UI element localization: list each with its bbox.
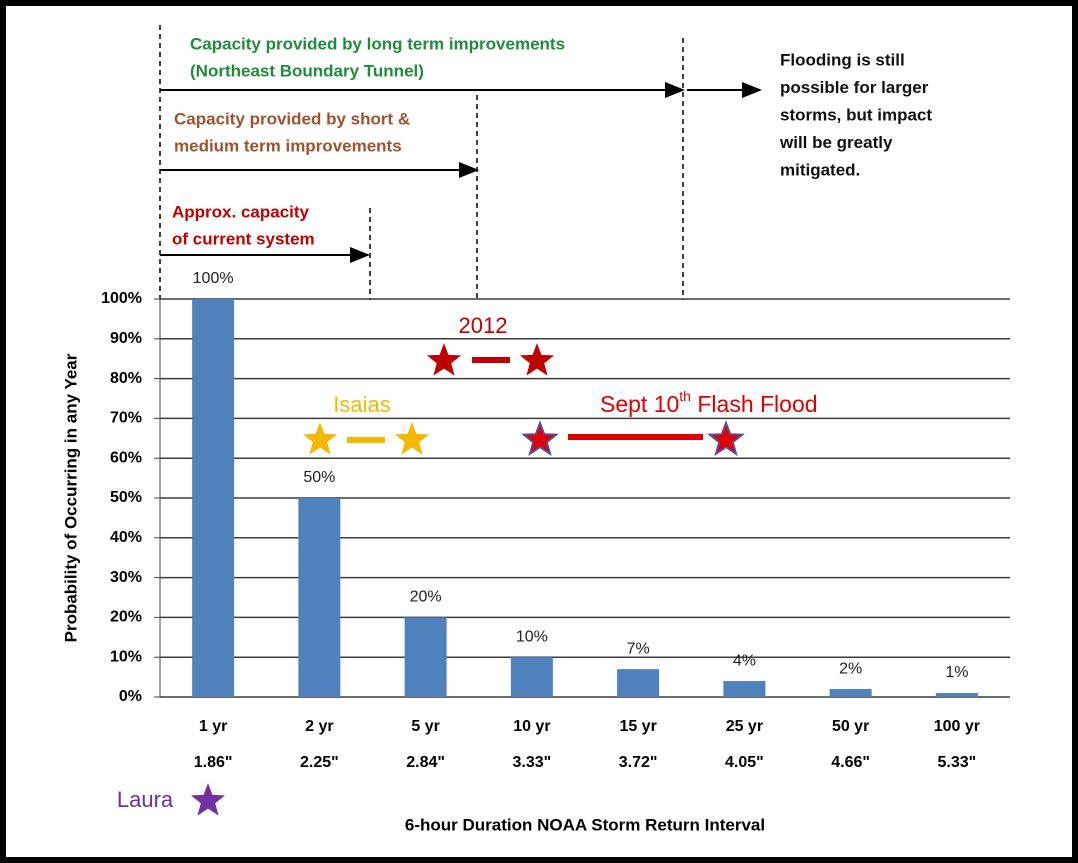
storm-label: Sept 10th Flash Flood <box>600 388 818 417</box>
x-axis-label: 6-hour Duration NOAA Storm Return Interv… <box>405 815 765 834</box>
y-tick-label: 30% <box>110 569 142 586</box>
star <box>394 422 430 455</box>
x-tick-sublabel: 4.05" <box>725 754 764 771</box>
value-label: 1% <box>945 664 968 681</box>
x-tick-label: 25 yr <box>726 718 763 735</box>
y-tick-label: 40% <box>110 529 142 546</box>
star <box>707 420 745 457</box>
star <box>302 422 338 455</box>
storm-label-part: Flash Flood <box>691 391 818 417</box>
capacity-note: Approx. capacity <box>172 202 310 221</box>
y-tick-label: 60% <box>110 449 142 466</box>
flood-note: storms, but impact <box>780 105 932 124</box>
y-tick-label: 10% <box>110 648 142 665</box>
x-tick-label: 10 yr <box>513 718 550 735</box>
capacity-note: (Northeast Boundary Tunnel) <box>190 61 424 80</box>
capacity-note: of current system <box>172 229 315 248</box>
x-tick-sublabel: 3.72" <box>619 754 658 771</box>
star <box>519 343 555 376</box>
bar <box>935 693 978 697</box>
value-label: 50% <box>303 469 335 486</box>
x-tick-sublabel: 4.66" <box>831 754 870 771</box>
y-tick-label: 100% <box>101 290 142 307</box>
storm-label-part: Sept 10 <box>600 391 679 417</box>
storm-label: Laura <box>117 787 174 812</box>
bar <box>192 299 235 697</box>
value-label: 4% <box>733 652 756 669</box>
star <box>426 343 462 376</box>
bar <box>404 617 447 697</box>
bar <box>510 657 553 697</box>
value-label: 7% <box>627 640 650 657</box>
value-label: 20% <box>410 589 442 606</box>
y-tick-label: 90% <box>110 330 142 347</box>
storm-label: 2012 <box>459 313 508 338</box>
x-tick-sublabel: 3.33" <box>513 754 552 771</box>
storm-label: Isaias <box>333 392 390 417</box>
capacity-note: Capacity provided by long term improveme… <box>190 34 565 53</box>
value-label: 10% <box>516 628 548 645</box>
x-tick-label: 5 yr <box>411 718 439 735</box>
x-tick-label: 1 yr <box>199 718 227 735</box>
x-tick-label: 15 yr <box>619 718 656 735</box>
y-tick-label: 70% <box>110 410 142 427</box>
bar <box>298 498 341 697</box>
x-tick-sublabel: 1.86" <box>194 754 233 771</box>
y-tick-label: 0% <box>119 688 142 705</box>
bar <box>829 689 872 697</box>
bar <box>617 669 660 697</box>
value-label: 2% <box>839 660 862 677</box>
flood-note: Flooding is still <box>780 50 905 69</box>
x-tick-sublabel: 2.25" <box>300 754 339 771</box>
star <box>190 783 226 816</box>
x-tick-label: 50 yr <box>832 718 869 735</box>
y-axis-label: Probability of Occurring in any Year <box>61 353 80 642</box>
y-tick-label: 20% <box>110 609 142 626</box>
x-tick-label: 100 yr <box>934 718 980 735</box>
x-tick-sublabel: 2.84" <box>406 754 445 771</box>
x-tick-label: 2 yr <box>305 718 333 735</box>
bar <box>723 681 766 697</box>
y-tick-label: 80% <box>110 370 142 387</box>
storm-label-sup: th <box>679 388 691 404</box>
y-tick-label: 50% <box>110 489 142 506</box>
capacity-note: Capacity provided by short & <box>174 109 410 128</box>
flood-note: possible for larger <box>780 78 929 97</box>
flood-note: will be greatly <box>779 133 893 152</box>
star <box>521 420 559 457</box>
x-tick-sublabel: 5.33" <box>938 754 977 771</box>
flood-note: mitigated. <box>780 160 860 179</box>
value-label: 100% <box>193 270 234 287</box>
capacity-note: medium term improvements <box>174 136 402 155</box>
